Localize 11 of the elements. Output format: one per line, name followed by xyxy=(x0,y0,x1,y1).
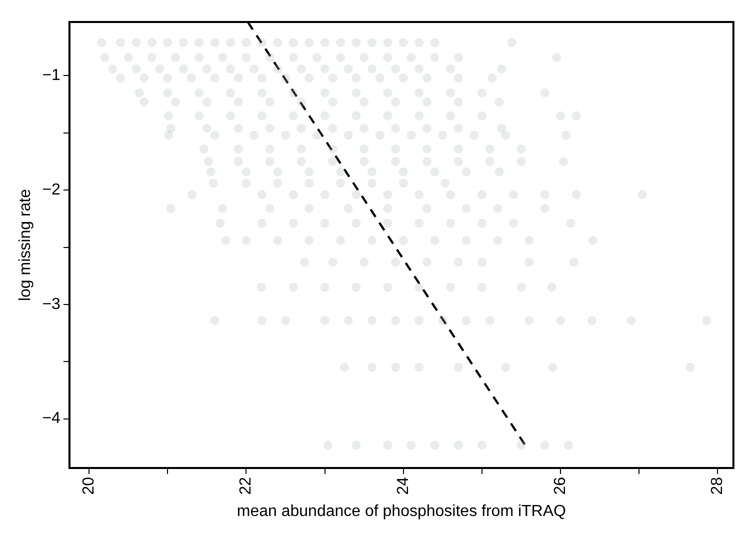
x-tick-label: 24 xyxy=(394,476,412,495)
x-tick-label: 20 xyxy=(80,476,98,495)
x-axis-title: mean abundance of phosphosites from iTRAQ xyxy=(236,502,566,520)
x-tick-label: 22 xyxy=(238,476,255,495)
x-tick-label: 28 xyxy=(709,476,726,495)
y-tick-label: −3 xyxy=(42,296,61,313)
y-tick-label: −1 xyxy=(42,67,61,84)
y-axis-title: log missing rate xyxy=(17,188,34,302)
x-tick-label: 26 xyxy=(552,476,569,495)
y-tick-label: −2 xyxy=(42,182,61,199)
y-tick-label: −4 xyxy=(42,410,61,428)
